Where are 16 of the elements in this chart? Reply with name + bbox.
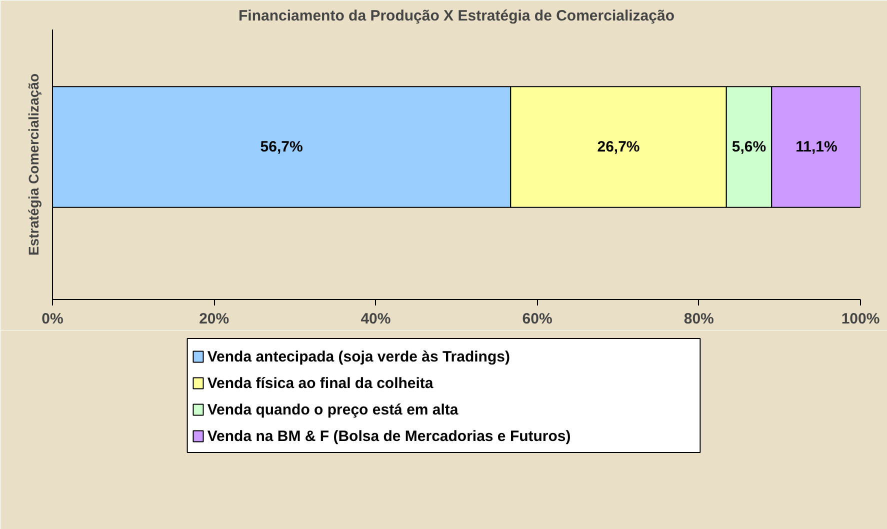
legend-label: Venda na BM & F (Bolsa de Mercadorias e Futuros) [207, 428, 571, 445]
legend-label: Venda física ao final da colheita [207, 374, 434, 392]
x-tick-label: 0% [42, 310, 64, 328]
chart-title: Financiamento da Produção X Estratégia de Comercialização [238, 8, 674, 24]
x-tick-label: 80% [684, 310, 714, 328]
x-tick-label: 40% [360, 310, 391, 328]
y-axis-title: Estratégia Comercialização [26, 73, 42, 256]
data-label: 11,1% [796, 138, 838, 156]
legend-label: Venda quando o preço está em alta [207, 401, 459, 418]
x-tick-label: 60% [522, 310, 552, 328]
x-tick-label: 20% [199, 310, 230, 328]
data-label: 26,7% [597, 138, 640, 156]
data-label: 5,6% [732, 138, 766, 156]
data-label: 56,7% [260, 138, 303, 156]
x-tick-label: 100% [841, 310, 880, 328]
legend-label: Venda antecipada (soja verde às Tradings) [207, 348, 510, 366]
